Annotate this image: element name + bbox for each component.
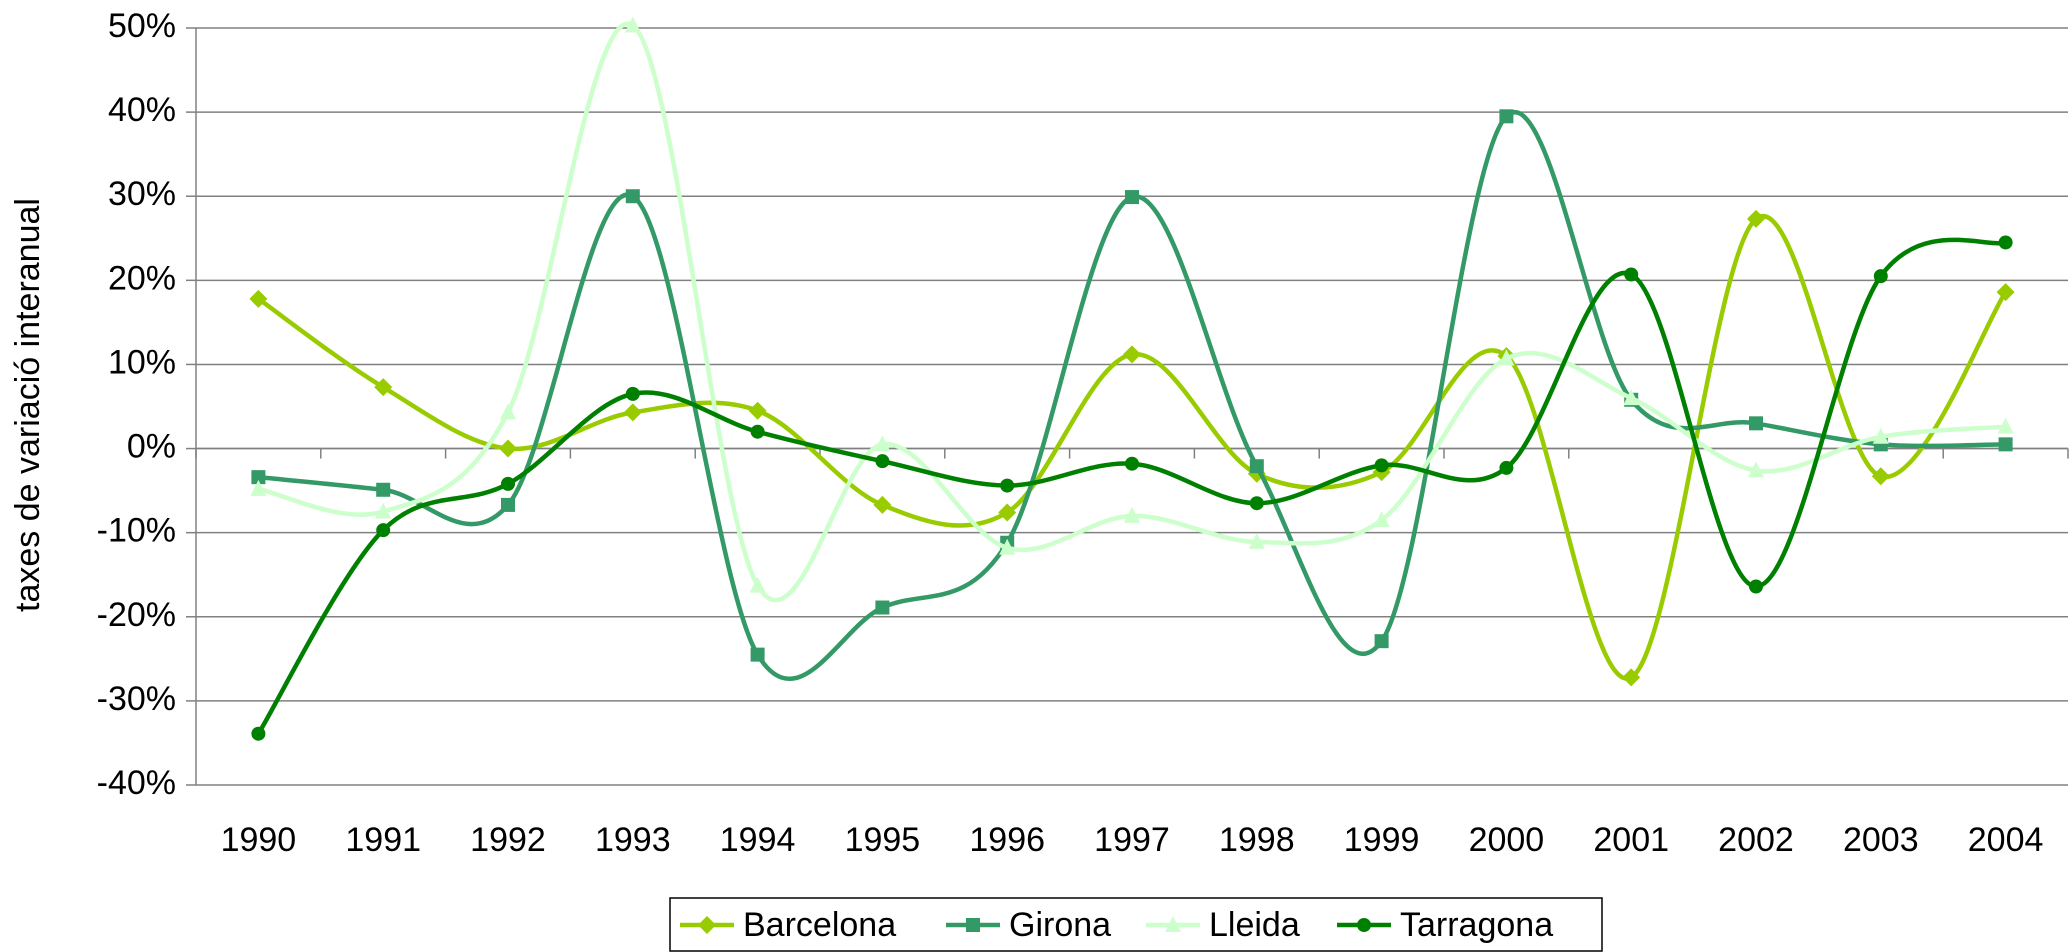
- marker: [1249, 496, 1264, 511]
- marker: [749, 576, 766, 593]
- y-tick-label: -10%: [97, 512, 176, 550]
- y-tick-label: -20%: [97, 596, 176, 634]
- marker: [1872, 427, 1889, 444]
- marker: [1357, 918, 1371, 932]
- x-tick-label: 1993: [595, 821, 671, 859]
- marker: [1374, 458, 1389, 473]
- marker: [750, 647, 765, 662]
- marker: [750, 424, 765, 439]
- marker: [249, 289, 268, 308]
- marker: [1996, 283, 2015, 302]
- x-tick-label: 1997: [1094, 821, 1170, 859]
- marker: [1249, 459, 1264, 474]
- x-tick-label: 2000: [1469, 821, 1545, 859]
- marker: [1165, 916, 1181, 932]
- marker: [625, 189, 640, 204]
- legend-label: Tarragona: [1400, 906, 1553, 944]
- marker: [623, 403, 642, 422]
- marker: [501, 497, 515, 512]
- y-tick-label: -40%: [97, 764, 176, 802]
- marker: [1499, 109, 1514, 124]
- y-tick-label: -30%: [97, 680, 176, 718]
- marker: [1998, 235, 2013, 250]
- x-tick-label: 2003: [1843, 821, 1919, 859]
- marker: [500, 403, 516, 420]
- marker: [999, 538, 1016, 555]
- series-line: [257, 213, 2008, 681]
- x-tick-label: 1992: [470, 821, 546, 859]
- x-tick-label: 2002: [1718, 821, 1794, 859]
- marker: [1871, 467, 1890, 486]
- marker: [624, 16, 641, 33]
- legend-label: Barcelona: [743, 906, 896, 944]
- y-tick-label: 10%: [108, 343, 176, 381]
- marker: [1998, 437, 2013, 452]
- y-tick-label: 30%: [108, 175, 176, 213]
- x-tick-label: 1994: [720, 821, 796, 859]
- x-tick-label: 1990: [221, 821, 297, 859]
- marker: [1748, 461, 1764, 478]
- x-tick-label: 2001: [1593, 821, 1669, 859]
- marker: [966, 918, 980, 932]
- marker: [874, 435, 891, 452]
- y-tick-label: 0%: [127, 428, 176, 466]
- marker: [625, 386, 640, 401]
- marker: [1374, 634, 1389, 649]
- marker: [698, 916, 716, 934]
- marker: [1747, 209, 1765, 228]
- marker: [1498, 349, 1515, 366]
- marker: [1623, 389, 1640, 406]
- marker: [1248, 532, 1265, 549]
- marker: [374, 378, 393, 397]
- marker: [875, 600, 890, 615]
- y-tick-label: 20%: [108, 259, 176, 297]
- marker: [1499, 460, 1514, 475]
- legend-box: [669, 897, 1603, 952]
- marker: [873, 495, 892, 514]
- marker: [1624, 267, 1639, 282]
- marker: [499, 439, 517, 458]
- legend-label: Lleida: [1209, 906, 1300, 944]
- x-tick-label: 1991: [345, 821, 421, 859]
- marker: [501, 476, 515, 491]
- marker: [748, 401, 767, 420]
- legend-label: Girona: [1009, 906, 1111, 944]
- marker: [1373, 511, 1390, 528]
- marker: [1749, 579, 1763, 594]
- marker: [1125, 456, 1139, 471]
- marker: [1125, 190, 1139, 205]
- marker: [1997, 417, 2014, 434]
- marker: [250, 479, 267, 496]
- marker: [376, 482, 391, 497]
- marker: [251, 470, 266, 485]
- x-tick-label: 1996: [969, 821, 1045, 859]
- y-tick-label: 50%: [108, 7, 176, 45]
- x-tick-label: 1998: [1219, 821, 1295, 859]
- marker: [1124, 506, 1140, 523]
- marker: [1749, 416, 1763, 431]
- marker: [1000, 478, 1015, 493]
- marker: [875, 454, 890, 469]
- marker: [251, 726, 266, 741]
- marker: [998, 503, 1017, 522]
- x-tick-label: 1995: [845, 821, 921, 859]
- marker: [375, 502, 392, 519]
- marker: [1123, 345, 1141, 364]
- marker: [1622, 668, 1641, 687]
- x-tick-label: 1999: [1344, 821, 1420, 859]
- y-axis-label: taxes de variació interanual: [9, 198, 47, 612]
- x-tick-label: 2004: [1968, 821, 2044, 859]
- marker: [376, 523, 391, 538]
- marker: [1873, 269, 1888, 284]
- y-tick-label: 40%: [108, 91, 176, 129]
